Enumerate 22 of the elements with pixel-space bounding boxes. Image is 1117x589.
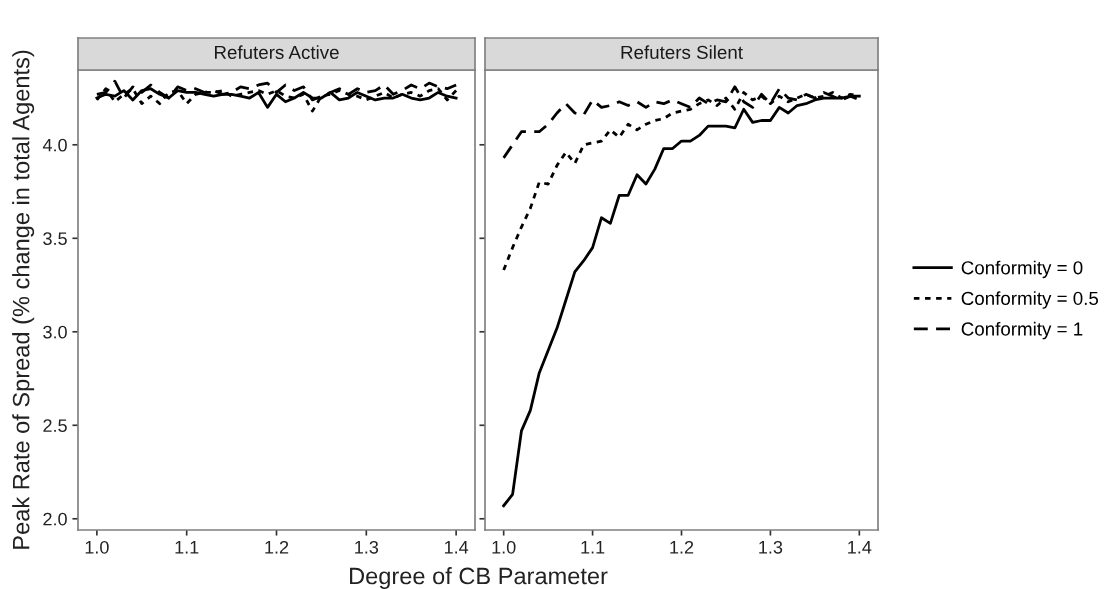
x-tick-label: 1.4 <box>848 541 872 554</box>
y-tick-label: 3.5 <box>43 232 67 246</box>
x-tick-label: 1.3 <box>355 540 379 554</box>
legend-label: Conformity = 0 <box>961 260 1083 279</box>
x-tick-label: 1.1 <box>175 541 199 554</box>
y-tick-label: 2.0 <box>43 512 67 526</box>
chart-title: Refuters Active <box>214 45 339 60</box>
y-tick-label: 3.0 <box>43 325 67 339</box>
x-axis-title: Degree of CB Parameter <box>350 567 608 589</box>
y-tick-label: 2.5 <box>43 419 67 432</box>
y-axis-title: Peak Rate of Spread (% change in total Agents) <box>12 50 35 549</box>
x-tick-label: 1.0 <box>492 540 516 554</box>
chart-title: Refuters Silent <box>621 45 743 60</box>
x-tick-label: 1.0 <box>85 540 109 554</box>
x-tick-label: 1.2 <box>670 540 694 554</box>
legend-label: Conformity = 0.5 <box>961 291 1099 309</box>
x-tick-label: 1.4 <box>444 541 469 554</box>
x-tick-label: 1.1 <box>581 541 605 554</box>
x-tick-label: 1.2 <box>265 540 289 554</box>
legend-label: Conformity = 1 <box>961 321 1083 340</box>
y-tick-label: 4.0 <box>42 138 67 152</box>
x-tick-label: 1.3 <box>759 540 783 554</box>
